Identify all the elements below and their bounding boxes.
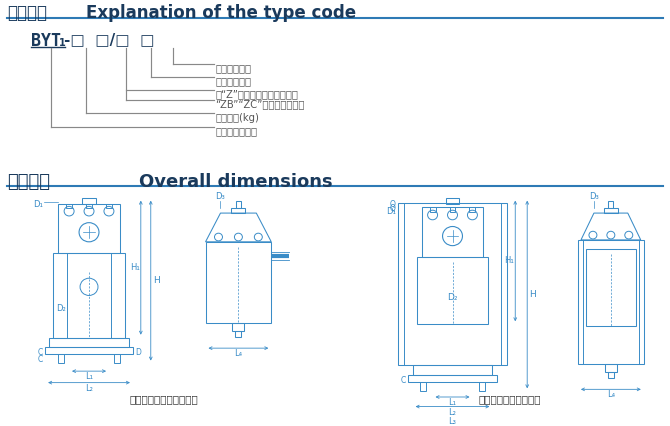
Bar bbox=[429, 207, 436, 212]
Bar bbox=[106, 204, 112, 208]
Text: 外形尺寸: 外形尺寸 bbox=[7, 173, 50, 191]
Bar bbox=[66, 204, 72, 208]
Text: C: C bbox=[38, 348, 43, 357]
Text: L₂: L₂ bbox=[449, 408, 456, 417]
Bar bbox=[608, 372, 614, 378]
Bar bbox=[86, 204, 92, 208]
Bar bbox=[421, 207, 483, 257]
Text: L₁: L₁ bbox=[448, 398, 456, 407]
Bar bbox=[53, 253, 125, 338]
Bar bbox=[45, 347, 133, 354]
Bar bbox=[49, 338, 129, 347]
Bar bbox=[236, 201, 241, 208]
Text: D₂: D₂ bbox=[56, 304, 66, 313]
Text: Explanation of the type code: Explanation of the type code bbox=[86, 4, 356, 22]
Text: 额定行程代号: 额定行程代号 bbox=[216, 76, 251, 86]
Text: “ZB”“ZC”表示结构上异型: “ZB”“ZC”表示结构上异型 bbox=[216, 99, 305, 109]
Bar bbox=[417, 257, 488, 324]
Bar bbox=[398, 202, 507, 366]
Text: H: H bbox=[153, 276, 159, 285]
Bar bbox=[413, 366, 492, 375]
Text: H: H bbox=[529, 290, 536, 299]
Text: D₁: D₁ bbox=[34, 200, 43, 209]
Bar bbox=[235, 331, 241, 337]
Bar bbox=[408, 375, 497, 382]
Bar bbox=[114, 354, 120, 363]
Bar bbox=[450, 207, 456, 212]
Text: D₃: D₃ bbox=[589, 192, 599, 201]
Text: D₁: D₁ bbox=[386, 207, 396, 216]
Text: C: C bbox=[38, 355, 43, 364]
Text: Q: Q bbox=[390, 200, 396, 209]
Bar bbox=[578, 240, 644, 364]
Text: 具有负荷弹簧的推动器: 具有负荷弹簧的推动器 bbox=[478, 394, 541, 404]
Text: 额定推力(kg): 额定推力(kg) bbox=[216, 112, 259, 123]
Text: D₃: D₃ bbox=[216, 192, 225, 201]
Text: Overall dimensions: Overall dimensions bbox=[139, 173, 332, 191]
Bar bbox=[446, 198, 460, 204]
Bar bbox=[605, 364, 617, 372]
Bar bbox=[470, 207, 476, 212]
Bar bbox=[82, 198, 96, 204]
Text: L₄: L₄ bbox=[607, 390, 615, 399]
Text: -□  □/□  □: -□ □/□ □ bbox=[64, 32, 155, 47]
Bar bbox=[58, 204, 120, 253]
Text: 隔爆推动器型号: 隔爆推动器型号 bbox=[216, 126, 257, 136]
Bar bbox=[58, 354, 64, 363]
Text: L₄: L₄ bbox=[234, 349, 243, 358]
Text: 有“Z”表示不具有负荷弹簧，: 有“Z”表示不具有负荷弹簧， bbox=[216, 89, 298, 100]
Bar bbox=[604, 208, 618, 213]
Bar bbox=[206, 242, 271, 323]
Text: 1: 1 bbox=[59, 38, 66, 48]
Text: 不具有负荷弹簧的推动器: 不具有负荷弹簧的推动器 bbox=[129, 394, 198, 404]
Text: L₃: L₃ bbox=[449, 417, 456, 426]
Text: BYT: BYT bbox=[31, 32, 61, 50]
Text: C: C bbox=[401, 376, 406, 385]
Text: L₁: L₁ bbox=[85, 372, 93, 381]
Text: H₁: H₁ bbox=[130, 263, 140, 272]
Bar bbox=[231, 208, 245, 213]
Text: Q: Q bbox=[390, 204, 396, 213]
Bar bbox=[608, 201, 613, 208]
Bar bbox=[419, 382, 425, 391]
Bar bbox=[480, 382, 485, 391]
Text: D: D bbox=[135, 348, 141, 357]
Text: D₂: D₂ bbox=[448, 293, 458, 302]
Text: 附加装置代号: 附加装置代号 bbox=[216, 63, 251, 73]
Bar bbox=[586, 250, 636, 326]
Bar bbox=[232, 323, 245, 331]
Text: H₁: H₁ bbox=[505, 256, 515, 265]
Text: L₂: L₂ bbox=[85, 383, 93, 393]
Text: 型号意义: 型号意义 bbox=[7, 4, 48, 22]
